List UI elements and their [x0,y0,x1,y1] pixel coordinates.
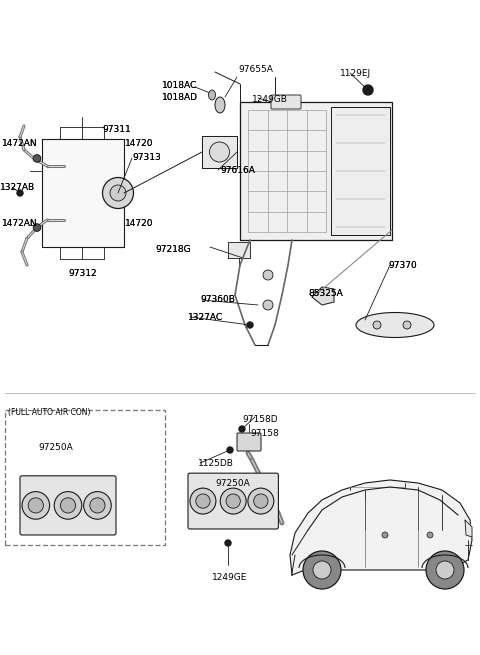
Polygon shape [312,287,334,305]
Text: 14720: 14720 [125,219,154,227]
Text: 1249GB: 1249GB [252,96,288,105]
Circle shape [17,190,23,196]
Text: 1018AC: 1018AC [162,81,197,90]
Circle shape [263,300,273,310]
Text: 97312: 97312 [68,269,96,278]
Text: 1327AB: 1327AB [0,183,35,191]
Text: 1018AC: 1018AC [162,81,197,90]
Circle shape [28,498,43,513]
Text: 97250A: 97250A [215,479,250,487]
Polygon shape [331,107,390,235]
Text: 97616A: 97616A [220,166,255,174]
Text: 1018AD: 1018AD [162,92,198,102]
Text: 97218G: 97218G [155,246,191,255]
Circle shape [427,532,433,538]
Text: 97360B: 97360B [200,295,235,305]
Circle shape [382,532,388,538]
Circle shape [110,185,126,201]
Text: 85325A: 85325A [308,288,343,297]
Circle shape [103,178,133,208]
Circle shape [22,492,49,519]
Text: 97311: 97311 [102,124,131,134]
Text: 1472AN: 1472AN [2,219,37,227]
Circle shape [196,494,210,508]
Circle shape [90,498,105,513]
Ellipse shape [356,312,434,337]
Text: 1018AD: 1018AD [162,92,198,102]
Circle shape [226,494,240,508]
Text: 97616A: 97616A [220,166,255,174]
Text: 97312: 97312 [68,269,96,278]
Ellipse shape [208,90,216,100]
Text: 14720: 14720 [125,138,154,147]
Text: 97313: 97313 [132,153,161,162]
Circle shape [84,492,111,519]
Text: 1472AN: 1472AN [2,138,37,147]
Circle shape [303,551,341,589]
Text: 1129EJ: 1129EJ [340,69,371,77]
Ellipse shape [215,97,225,113]
Text: 1472AN: 1472AN [2,219,37,227]
Polygon shape [290,480,472,575]
Text: 97370: 97370 [388,261,417,269]
Text: 1249GE: 1249GE [212,572,247,582]
Polygon shape [42,139,124,247]
Circle shape [247,322,253,328]
Text: 97158: 97158 [250,428,279,438]
Text: 97360B: 97360B [200,295,235,305]
Circle shape [263,270,273,280]
Polygon shape [228,242,250,258]
Circle shape [209,142,229,162]
Text: 97250A: 97250A [38,443,73,451]
Circle shape [239,426,245,432]
Circle shape [225,540,231,546]
Circle shape [220,488,246,514]
FancyBboxPatch shape [271,95,301,109]
Text: 1472AN: 1472AN [2,138,37,147]
Text: 97311: 97311 [102,124,131,134]
Text: 97313: 97313 [132,153,161,162]
Circle shape [403,321,411,329]
FancyBboxPatch shape [188,473,278,529]
Circle shape [248,488,274,514]
Circle shape [436,561,454,579]
Text: 1327AC: 1327AC [188,312,223,322]
Circle shape [190,488,216,514]
FancyBboxPatch shape [237,433,261,451]
Circle shape [254,494,268,508]
Text: 97158D: 97158D [242,415,277,424]
Circle shape [426,551,464,589]
Circle shape [60,498,75,513]
Polygon shape [202,136,237,168]
Circle shape [363,85,373,95]
Text: 1125DB: 1125DB [198,458,234,468]
Circle shape [313,561,331,579]
Polygon shape [465,520,472,537]
Text: 14720: 14720 [125,219,154,227]
Circle shape [54,492,82,519]
Circle shape [33,224,41,231]
FancyBboxPatch shape [20,476,116,535]
Text: (FULL AUTO AIR CON): (FULL AUTO AIR CON) [8,409,91,417]
Text: 97218G: 97218G [155,246,191,255]
Circle shape [373,321,381,329]
Text: 1327AC: 1327AC [188,312,223,322]
Text: 14720: 14720 [125,138,154,147]
Text: 97370: 97370 [388,261,417,269]
Text: 97655A: 97655A [238,66,273,75]
Circle shape [33,155,41,162]
Text: 85325A: 85325A [308,288,343,297]
Polygon shape [240,102,392,240]
Circle shape [227,447,233,453]
Text: 1327AB: 1327AB [0,183,35,191]
